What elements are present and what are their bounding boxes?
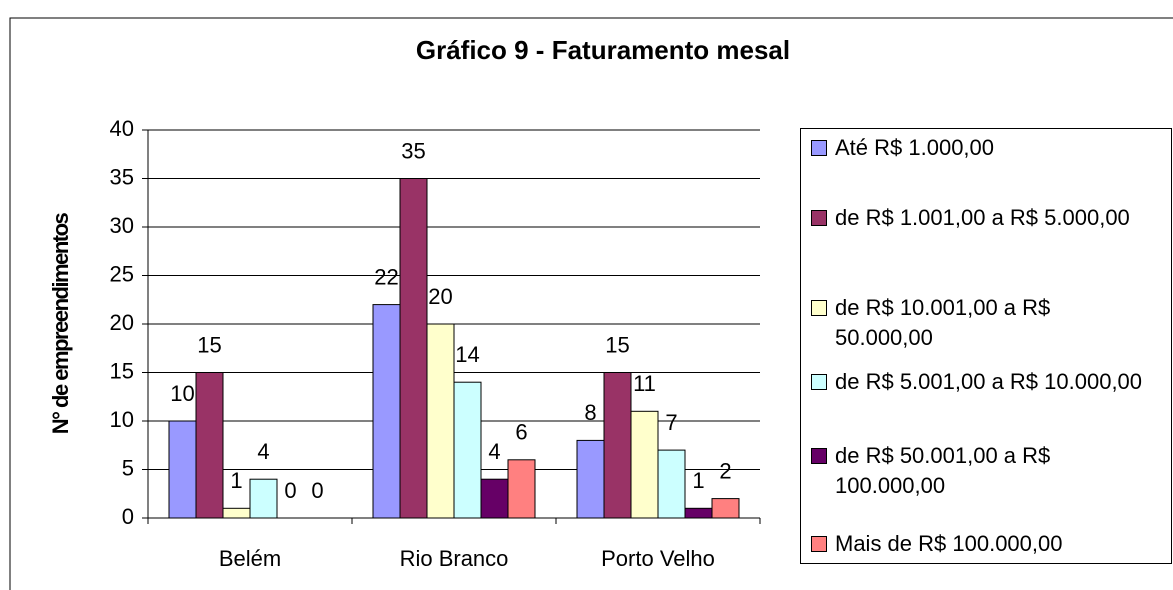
legend-swatch [811,300,827,316]
data-label: 2 [719,458,731,483]
y-tick-label: 25 [110,261,134,286]
legend-swatch [811,210,827,226]
legend-entry: Mais de R$ 100.000,00 [811,529,1161,559]
data-label: 1 [230,468,242,493]
y-tick-label: 35 [110,164,134,189]
data-label: 20 [428,284,452,309]
data-label: 7 [665,410,677,435]
legend-entry: Até R$ 1.000,00 [811,133,1161,163]
bar [168,420,197,519]
legend-entry: de R$ 1.001,00 a R$ 5.000,00 [811,203,1161,233]
y-tick-label: 10 [110,407,134,432]
data-label: 22 [374,264,398,289]
bar [657,449,686,519]
bar [603,372,632,519]
bar [711,498,740,519]
y-tick-label: 15 [110,358,134,383]
chart-title: Gráfico 9 - Faturamento mesal [416,35,790,65]
legend: Até R$ 1.000,00 de R$ 1.001,00 a R$ 5.000… [800,128,1172,564]
legend-swatch [811,374,827,390]
bar [480,478,509,519]
data-label: 1 [692,468,704,493]
legend-entry: de R$ 50.001,00 a R$ 100.000,00 [811,441,1161,501]
bar [426,323,455,519]
data-label: 8 [584,400,596,425]
data-label: 6 [515,420,527,445]
data-label: 14 [455,342,479,367]
y-tick-label: 5 [122,455,134,480]
data-label: 35 [401,138,425,163]
legend-label: de R$ 5.001,00 a R$ 10.000,00 [835,369,1143,394]
bar [399,178,428,519]
data-label: 0 [311,478,323,503]
data-label: 4 [257,439,269,464]
legend-label: Mais de R$ 100.000,00 [835,531,1063,556]
bar [684,507,713,519]
legend-entry: de R$ 5.001,00 a R$ 10.000,00 [811,367,1161,397]
y-tick-label: 30 [110,213,134,238]
data-label: 11 [633,371,656,396]
bar [372,304,401,519]
data-label: 15 [605,332,629,357]
y-tick-label: 0 [122,504,134,529]
data-label: 15 [197,332,221,357]
bar [630,410,659,519]
bar [453,381,482,519]
x-tick-label: Porto Velho [601,546,715,571]
bar [507,459,536,519]
data-label: 4 [488,439,500,464]
x-tick-label: Rio Branco [400,546,509,571]
legend-label: de R$ 50.001,00 a R$ 100.000,00 [835,443,1051,498]
y-tick-label: 40 [110,116,134,141]
legend-swatch [811,448,827,464]
legend-entry: de R$ 10.001,00 a R$ 50.000,00 [811,293,1161,353]
y-axis-label: N° de empreendimentos [48,212,73,434]
x-tick-label: Belém [219,546,281,571]
bar [195,372,224,519]
data-label: 10 [170,381,194,406]
legend-swatch [811,536,827,552]
data-label: 0 [284,478,296,503]
legend-label: de R$ 10.001,00 a R$ 50.000,00 [835,295,1051,350]
legend-label: Até R$ 1.000,00 [835,135,995,160]
legend-label: de R$ 1.001,00 a R$ 5.000,00 [835,205,1130,230]
legend-swatch [811,140,827,156]
bar [249,478,278,519]
y-tick-label: 20 [110,310,134,335]
bar [576,439,605,519]
bar [222,507,251,519]
